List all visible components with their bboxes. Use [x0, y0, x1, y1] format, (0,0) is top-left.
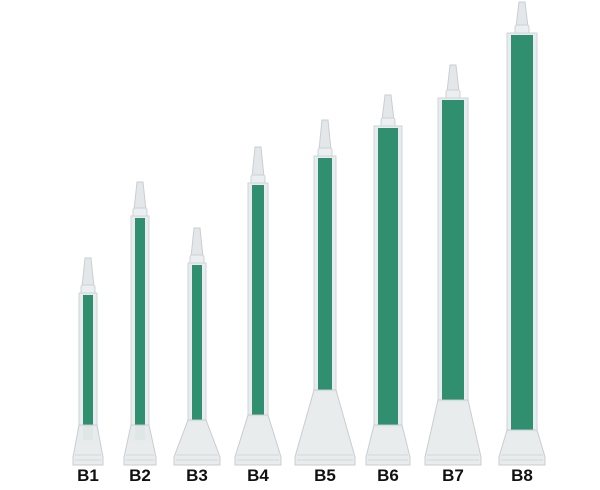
nozzle-b3-mixer-element	[192, 265, 202, 420]
nozzle-b6-base	[365, 424, 411, 466]
nozzle-b8-tip	[515, 1, 529, 28]
nozzle-b2-base	[123, 424, 157, 466]
label-b8: B8	[511, 466, 533, 485]
nozzle-b1-base	[72, 424, 104, 466]
nozzle-b7-base	[424, 399, 482, 466]
nozzle-b7-mixer-element	[442, 100, 464, 400]
nozzle-b2-mixer-element	[135, 218, 145, 440]
nozzle-b1-mixer-element	[83, 295, 93, 440]
nozzle-b6-tip	[381, 94, 395, 121]
nozzle-b2-tip	[133, 181, 147, 211]
nozzle-b5-mixer-element	[318, 158, 332, 390]
nozzle-b3-base	[173, 419, 221, 466]
label-b1: B1	[77, 466, 99, 485]
nozzle-b7-tip	[446, 64, 460, 93]
nozzle-b8-base	[498, 429, 546, 466]
nozzle-b4-base	[234, 414, 282, 466]
nozzle-b8-mixer-element	[511, 35, 533, 430]
label-b7: B7	[442, 466, 464, 485]
nozzle-b6-mixer-element	[378, 128, 398, 425]
label-b3: B3	[186, 466, 208, 485]
label-b2: B2	[129, 466, 151, 485]
nozzle-b4-tip	[251, 146, 265, 178]
label-b6: B6	[377, 466, 399, 485]
label-b4: B4	[247, 466, 269, 485]
label-b5: B5	[314, 466, 336, 485]
nozzle-b3-tip	[190, 227, 204, 258]
nozzle-b5-tip	[318, 119, 332, 151]
nozzle-b5-base	[294, 389, 356, 466]
nozzle-b4-mixer-element	[252, 185, 264, 415]
nozzle-b1-tip	[81, 257, 95, 288]
